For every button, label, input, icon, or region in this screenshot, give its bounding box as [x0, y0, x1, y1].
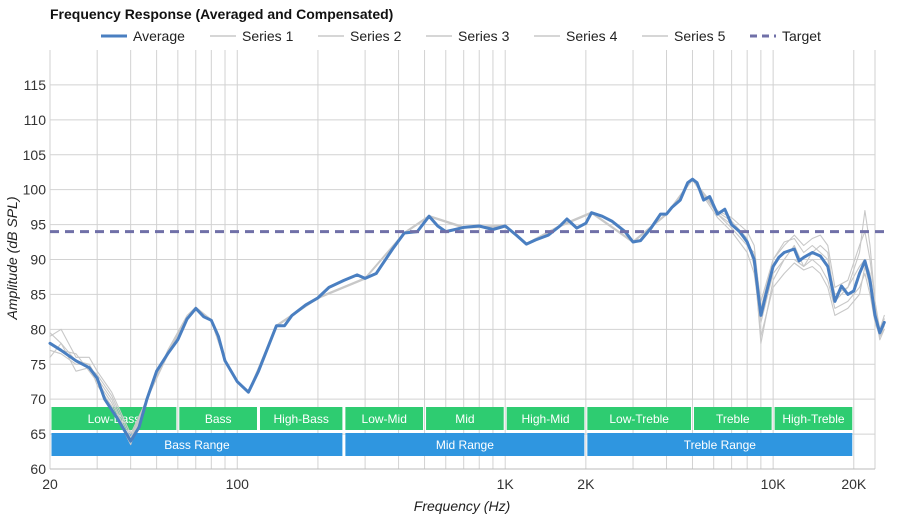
legend-label: Series 1 [242, 28, 294, 44]
band-label: Bass [205, 412, 232, 426]
y-tick-label: 95 [30, 217, 46, 233]
legend-label: Series 5 [674, 28, 726, 44]
x-tick-label: 10K [761, 476, 787, 492]
band-label: Low-Bass [88, 412, 141, 426]
band-label: Treble [716, 412, 750, 426]
y-tick-label: 85 [30, 286, 46, 302]
band-label: High-Mid [522, 412, 570, 426]
x-tick-label: 20 [42, 476, 58, 492]
band-bass [179, 407, 257, 430]
band-low-treble [587, 407, 691, 430]
legend-label: Series 2 [350, 28, 402, 44]
band-bass-range [51, 433, 343, 456]
y-tick-label: 110 [24, 112, 47, 128]
legend-label: Average [133, 28, 185, 44]
y-axis-ticks: 60 65 70 75 80 85 90 95 100 105 110 115 [23, 77, 47, 477]
band-mid [426, 407, 504, 430]
band-label: Mid Range [436, 438, 494, 452]
x-axis-ticks: 20 100 1K 2K 10K 20K [42, 476, 867, 492]
series-lines [48, 177, 886, 446]
band-low-mid [345, 407, 424, 430]
series-line-average [48, 177, 886, 443]
y-tick-label: 65 [30, 426, 46, 442]
y-tick-label: 60 [30, 461, 46, 477]
band-label: Treble Range [684, 438, 757, 452]
legend-label: Series 3 [458, 28, 510, 44]
band-treble [693, 407, 772, 430]
band-label: High-Treble [782, 412, 845, 426]
band-high-treble [774, 407, 853, 430]
grid [49, 50, 876, 470]
band-mid-range [345, 433, 585, 456]
x-tick-label: 1K [497, 476, 515, 492]
frequency-bands: Low-Bass Bass High-Bass Low-Mid Mid High-Mid L… [51, 407, 853, 456]
y-tick-label: 105 [23, 147, 47, 163]
y-tick-label: 115 [24, 77, 47, 93]
band-high-mid [506, 407, 585, 430]
band-high-bass [259, 407, 343, 430]
y-tick-label: 70 [30, 391, 46, 407]
x-axis-title: Frequency (Hz) [414, 498, 510, 514]
x-tick-label: 100 [226, 476, 250, 492]
band-label: Mid [455, 412, 474, 426]
x-tick-label: 2K [577, 476, 595, 492]
x-tick-label: 20K [841, 476, 867, 492]
band-label: Bass Range [164, 438, 230, 452]
band-label: Low-Mid [362, 412, 407, 426]
band-treble-range [587, 433, 853, 456]
legend: Average Series 1 Series 2 Series 3 Series 4 S… [101, 28, 821, 44]
y-tick-label: 80 [30, 321, 46, 337]
band-low-bass [51, 407, 177, 430]
y-axis-title: Amplitude (dB SPL) [4, 197, 20, 321]
chart-title: Frequency Response (Averaged and Compens… [50, 6, 393, 22]
y-tick-label: 75 [30, 356, 46, 372]
y-tick-label: 90 [30, 252, 46, 268]
band-label: High-Bass [274, 412, 329, 426]
band-label: Low-Treble [609, 412, 669, 426]
legend-label: Target [782, 28, 821, 44]
y-tick-label: 100 [23, 182, 47, 198]
legend-label: Series 4 [566, 28, 618, 44]
